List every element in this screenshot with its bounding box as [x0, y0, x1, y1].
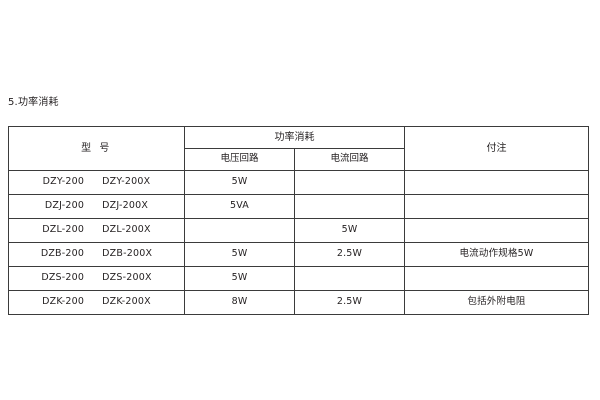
cell-voltage-circuit: 8W	[184, 290, 295, 315]
model-code-primary: DZY-200	[42, 176, 85, 188]
cell-model: DZJ-200 DZJ-200X	[8, 194, 185, 219]
column-header-voltage-circuit: 电压回路	[184, 148, 295, 171]
table-row: DZL-200 DZL-200X 5W	[8, 218, 589, 243]
model-code-variant: DZY-200X	[102, 176, 151, 188]
cell-current-circuit: 2.5W	[294, 290, 405, 315]
cell-current-circuit-text: 2.5W	[336, 248, 363, 260]
model-code-variant: DZK-200X	[102, 296, 151, 308]
cell-current-circuit	[294, 266, 405, 291]
section-heading: 5.功率消耗	[8, 97, 59, 108]
model-code-primary: DZS-200	[41, 272, 85, 284]
cell-note: 包括外附电阻	[404, 290, 589, 315]
table-row: DZS-200 DZS-200X 5W	[8, 266, 589, 291]
model-code-variant: DZJ-200X	[102, 200, 149, 212]
table-head: 型 号 功率消耗 付注 电压回路 电流回路	[8, 126, 589, 171]
cell-note: 电流动作规格5W	[404, 242, 589, 267]
model-code-variant: DZB-200X	[102, 248, 153, 260]
cell-current-circuit	[294, 170, 405, 195]
cell-current-circuit-text: 5W	[341, 224, 358, 236]
cell-voltage-circuit: 5VA	[184, 194, 295, 219]
cell-note-text: 电流动作规格5W	[459, 248, 534, 260]
cell-model: DZL-200 DZL-200X	[8, 218, 185, 243]
column-header-model: 型 号	[8, 126, 185, 171]
model-code-primary: DZL-200	[42, 224, 85, 236]
cell-note	[404, 266, 589, 291]
cell-current-circuit: 2.5W	[294, 242, 405, 267]
cell-current-circuit-text: 2.5W	[336, 296, 363, 308]
column-header-note: 付注	[404, 126, 589, 171]
model-code-variant: DZS-200X	[102, 272, 152, 284]
table-row: DZB-200 DZB-200X 5W 2.5W 电流动作规格5W	[8, 242, 589, 267]
cell-voltage-circuit	[184, 218, 295, 243]
table-header-row-sub: 电压回路 电流回路	[9, 148, 589, 171]
cell-voltage-circuit: 5W	[184, 242, 295, 267]
table-row: DZK-200 DZK-200X 8W 2.5W 包括外附电阻	[8, 290, 589, 315]
cell-voltage-circuit: 5W	[184, 170, 295, 195]
cell-model: DZS-200 DZS-200X	[8, 266, 185, 291]
model-code-variant: DZL-200X	[102, 224, 151, 236]
cell-note-text: 包括外附电阻	[467, 296, 526, 308]
power-consumption-table: 型 号 功率消耗 付注 电压回路 电流回路 DZY-200 DZY-200X 5W D…	[8, 126, 589, 315]
model-code-primary: DZK-200	[42, 296, 85, 308]
cell-note	[404, 218, 589, 243]
cell-current-circuit	[294, 194, 405, 219]
cell-current-circuit: 5W	[294, 218, 405, 243]
column-header-power-group: 功率消耗	[184, 126, 405, 149]
column-header-current-circuit: 电流回路	[294, 148, 405, 171]
cell-voltage-circuit-text: 5VA	[229, 200, 250, 212]
cell-voltage-circuit-text: 5W	[231, 248, 248, 260]
cell-voltage-circuit-text: 5W	[231, 272, 248, 284]
table-header-row-top: 型 号 功率消耗 付注	[8, 126, 589, 171]
model-code-primary: DZB-200	[40, 248, 85, 260]
cell-model: DZY-200 DZY-200X	[8, 170, 185, 195]
table-row: DZY-200 DZY-200X 5W	[8, 170, 589, 195]
cell-model: DZK-200 DZK-200X	[8, 290, 185, 315]
model-code-primary: DZJ-200	[44, 200, 85, 212]
cell-voltage-circuit: 5W	[184, 266, 295, 291]
cell-note	[404, 170, 589, 195]
table-row: DZJ-200 DZJ-200X 5VA	[8, 194, 589, 219]
cell-voltage-circuit-text: 8W	[231, 296, 248, 308]
cell-model: DZB-200 DZB-200X	[8, 242, 185, 267]
cell-note	[404, 194, 589, 219]
table-body: DZY-200 DZY-200X 5W DZJ-200 DZJ-200X 5VA DZL-2…	[8, 170, 589, 315]
cell-voltage-circuit-text: 5W	[231, 176, 248, 188]
